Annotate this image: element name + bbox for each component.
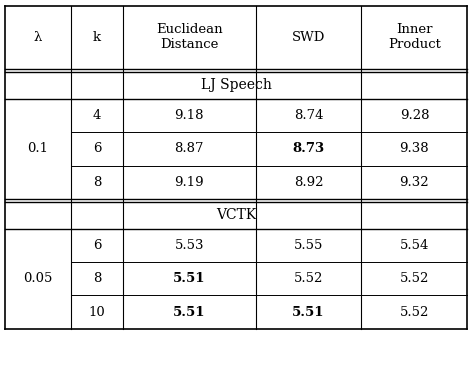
Text: 8.73: 8.73 [293, 142, 325, 155]
Text: 0.05: 0.05 [23, 272, 52, 285]
Text: k: k [93, 31, 101, 44]
Text: 6: 6 [93, 239, 101, 252]
Text: LJ Speech: LJ Speech [201, 78, 271, 92]
Text: 9.28: 9.28 [400, 109, 429, 122]
Text: 5.55: 5.55 [294, 239, 323, 252]
Text: 5.51: 5.51 [173, 272, 205, 285]
Text: 9.18: 9.18 [175, 109, 204, 122]
Text: 6: 6 [93, 142, 101, 155]
Text: 8.87: 8.87 [175, 142, 204, 155]
Text: 8: 8 [93, 272, 101, 285]
Text: 4: 4 [93, 109, 101, 122]
Text: 5.52: 5.52 [294, 272, 323, 285]
Text: Euclidean
Distance: Euclidean Distance [156, 23, 223, 51]
Text: 5.52: 5.52 [400, 272, 429, 285]
Text: SWD: SWD [292, 31, 325, 44]
Text: VCTK: VCTK [216, 208, 256, 222]
Text: 8: 8 [93, 176, 101, 189]
Text: 5.54: 5.54 [400, 239, 429, 252]
Text: 5.53: 5.53 [175, 239, 204, 252]
Text: 9.19: 9.19 [175, 176, 204, 189]
Text: Inner
Product: Inner Product [388, 23, 441, 51]
Text: 8.92: 8.92 [294, 176, 323, 189]
Text: 0.1: 0.1 [27, 142, 49, 155]
Text: 9.32: 9.32 [400, 176, 429, 189]
Text: 5.51: 5.51 [173, 305, 205, 318]
Text: 9.38: 9.38 [400, 142, 429, 155]
Text: λ: λ [34, 31, 42, 44]
Text: 10: 10 [89, 305, 105, 318]
Text: 5.52: 5.52 [400, 305, 429, 318]
Text: 8.74: 8.74 [294, 109, 323, 122]
Text: 5.51: 5.51 [292, 305, 325, 318]
